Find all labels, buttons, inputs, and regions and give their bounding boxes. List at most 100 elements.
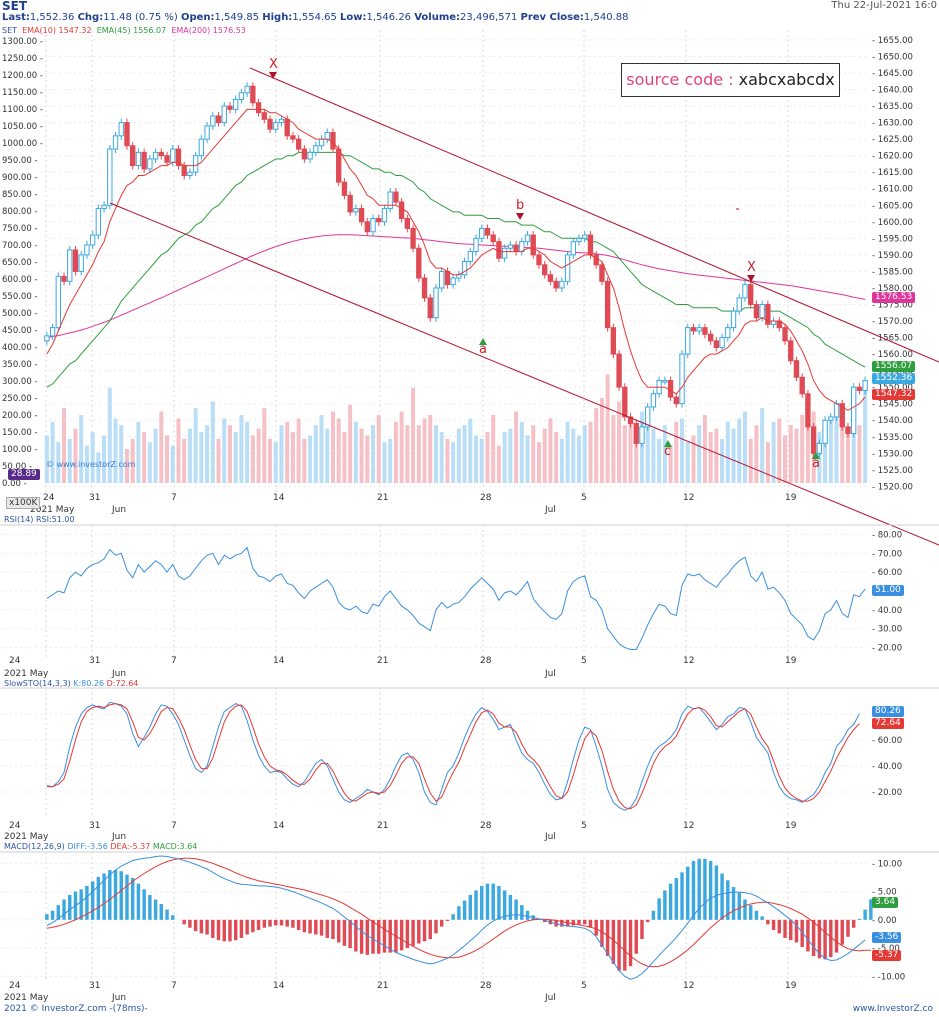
candle-body <box>810 426 817 454</box>
macd-date-label: 7 <box>171 981 177 991</box>
volume-bar <box>428 415 433 483</box>
macd-histogram-bar <box>840 919 844 945</box>
macd-histogram-bar <box>771 919 776 930</box>
volume-bar <box>548 418 553 483</box>
volume-bar <box>325 428 330 483</box>
stoch-legend: SlowSTO(14,3,3) K:80.26 D:72.64 <box>4 679 138 688</box>
rsi-date-label: 19 <box>785 656 797 666</box>
rsi-line <box>46 546 866 650</box>
macd-histogram-bar <box>142 889 146 920</box>
macd-histogram-bar <box>291 919 295 928</box>
volume-bar <box>296 418 301 483</box>
candle-body <box>782 327 788 342</box>
price-tick-label: - 1595.00 <box>872 234 913 244</box>
wave-marker <box>664 440 672 447</box>
macd-histogram-bar <box>256 919 261 930</box>
rsi-month-label: 2021 May <box>4 669 49 679</box>
macd-histogram-bar <box>365 919 370 955</box>
macd-histogram-bar <box>371 919 375 954</box>
low-label: Low: <box>340 12 367 23</box>
volume-bar <box>159 411 164 483</box>
macd-histogram-bar <box>668 883 673 920</box>
volume-bar <box>531 425 536 483</box>
macd-histogram-bar <box>279 919 284 926</box>
candle-body <box>816 442 823 454</box>
price-tick-label: - 1625.00 <box>872 135 913 145</box>
macd-histogram-bar <box>525 910 530 920</box>
macd-histogram-bar <box>571 919 576 926</box>
candle-body <box>67 249 73 282</box>
wave-label: b <box>516 198 524 213</box>
macd-macd: MACD:3.64 <box>152 842 198 851</box>
stoch-date-label: 7 <box>171 821 177 831</box>
macd-histogram-bar <box>474 890 478 920</box>
macd-histogram-bar <box>502 890 507 920</box>
volume-bar <box>628 421 633 483</box>
volume-tick-label: 150.00 - <box>2 428 38 438</box>
wave-label: a <box>812 456 820 471</box>
volume-bar <box>290 432 295 483</box>
price-date-label: 7 <box>171 493 177 503</box>
macd-histogram-bar <box>560 919 564 927</box>
wave-label: c <box>664 444 671 459</box>
macd-histogram-bar <box>136 883 141 920</box>
candle-body <box>742 284 748 299</box>
macd-histogram-bar <box>348 919 352 949</box>
volume-bar <box>84 445 89 483</box>
volume-bar <box>542 428 547 483</box>
volume-tick-label: 1000.00 - <box>2 139 43 149</box>
volume-tick-label: 950.00 - <box>2 156 38 166</box>
macd-histogram-bar <box>193 919 198 932</box>
candle-body <box>433 287 439 319</box>
symbol-title: SET <box>2 0 28 13</box>
candle-body <box>147 158 153 170</box>
stoch-date-label: 19 <box>785 821 797 831</box>
legend-ema45-value: 1556.07 <box>133 26 167 35</box>
rsi-date-label: 24 <box>9 656 21 666</box>
candle-body <box>851 386 857 434</box>
candle-body <box>553 280 559 289</box>
price-tick-label: - 1525.00 <box>872 466 913 476</box>
volume-bar <box>336 418 341 483</box>
volume-bar <box>571 428 576 483</box>
volume-bar <box>617 401 622 483</box>
macd-histogram-bar <box>554 919 558 927</box>
candle-body <box>84 244 90 256</box>
volume-bar <box>73 428 78 483</box>
candle-body <box>467 251 473 262</box>
candle-body <box>793 360 800 378</box>
macd-histogram-bar <box>422 919 427 942</box>
macd-tick-label: - 10.00 <box>872 859 902 869</box>
price-tick-label: - 1565.00 <box>872 334 913 344</box>
volume-bar <box>222 418 227 483</box>
volume-bar <box>256 428 261 483</box>
volume-bar <box>657 438 662 483</box>
macd-diff: DIFF:-3.56 <box>67 842 108 851</box>
volume-bar <box>685 442 690 483</box>
volume-tick-label: 1050.00 - <box>2 122 43 132</box>
macd-tick-label: - 5.00 <box>872 888 897 898</box>
macd-histogram-bar <box>331 919 335 940</box>
macd-histogram-bar <box>754 910 759 920</box>
volume-bar <box>451 442 456 483</box>
candle-body <box>376 218 382 223</box>
candle-body <box>730 310 737 329</box>
volume-bar <box>456 428 461 483</box>
rsi-date-label: 14 <box>273 656 285 666</box>
volume-bar <box>588 421 593 483</box>
volume-bar <box>514 411 519 483</box>
volume-bar <box>210 401 215 483</box>
candle-body <box>479 227 485 239</box>
rsi-date-label: 28 <box>480 656 492 666</box>
candle-body <box>639 426 645 444</box>
volume-bar <box>725 421 730 483</box>
macd-tag: 3.64 <box>872 897 899 908</box>
volume-bar <box>67 438 72 483</box>
candle-body <box>536 254 542 266</box>
price-date-label: 31 <box>89 493 100 503</box>
price-date-label: 21 <box>377 493 388 503</box>
candle-body <box>227 105 233 110</box>
volume-tick-label: 200.00 - <box>2 411 38 421</box>
ema200-tag: 1576.53 <box>872 292 916 303</box>
price-tick-label: - 1655.00 <box>872 36 913 46</box>
